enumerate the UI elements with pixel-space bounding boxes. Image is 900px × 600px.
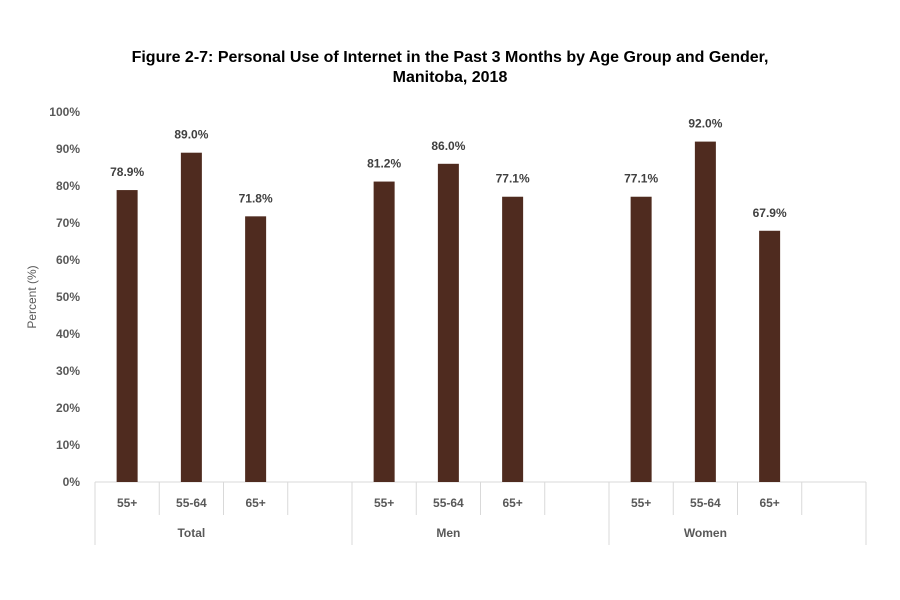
chart-title: Figure 2-7: Personal Use of Internet in … [0,48,900,88]
x-tick-label: 65+ [245,496,265,510]
x-tick-label: 55+ [117,496,137,510]
data-label: 78.9% [110,165,144,179]
bar [437,163,459,483]
data-label: 92.0% [688,117,722,131]
y-tick-label: 90% [56,142,80,156]
bar [373,181,395,482]
chart-title-line-2: Manitoba, 2018 [392,69,508,86]
group-label: Women [684,526,727,540]
bar [245,216,267,482]
y-tick-label: 40% [56,327,80,341]
bar [502,196,524,483]
bar [759,230,781,482]
y-tick-label: 80% [56,179,80,193]
bar [694,141,716,482]
bar [630,196,652,483]
bar [180,152,202,482]
x-tick-label: 65+ [759,496,779,510]
data-label: 77.1% [624,172,658,186]
y-tick-label: 60% [56,253,80,267]
data-label: 89.0% [174,128,208,142]
x-tick-label: 55+ [374,496,394,510]
y-tick-label: 100% [49,105,80,119]
y-axis-title: Percent (%) [25,265,39,328]
x-tick-label: 55-64 [433,496,464,510]
x-tick-label: 65+ [502,496,522,510]
x-tick-label: 55-64 [176,496,207,510]
y-tick-label: 30% [56,364,80,378]
y-tick-label: 50% [56,290,80,304]
group-label: Men [436,526,460,540]
chart-title-line-1: Figure 2-7: Personal Use of Internet in … [131,49,769,66]
y-tick-label: 20% [56,401,80,415]
data-label: 67.9% [753,206,787,220]
x-tick-label: 55-64 [690,496,721,510]
y-tick-label: 10% [56,438,80,452]
x-tick-label: 55+ [631,496,651,510]
y-tick-label: 0% [63,475,81,489]
bar [116,190,138,482]
data-label: 86.0% [431,139,465,153]
y-tick-label: 70% [56,216,80,230]
group-label: Total [177,526,205,540]
data-label: 81.2% [367,157,401,171]
data-label: 71.8% [239,191,273,205]
data-label: 77.1% [496,172,530,186]
